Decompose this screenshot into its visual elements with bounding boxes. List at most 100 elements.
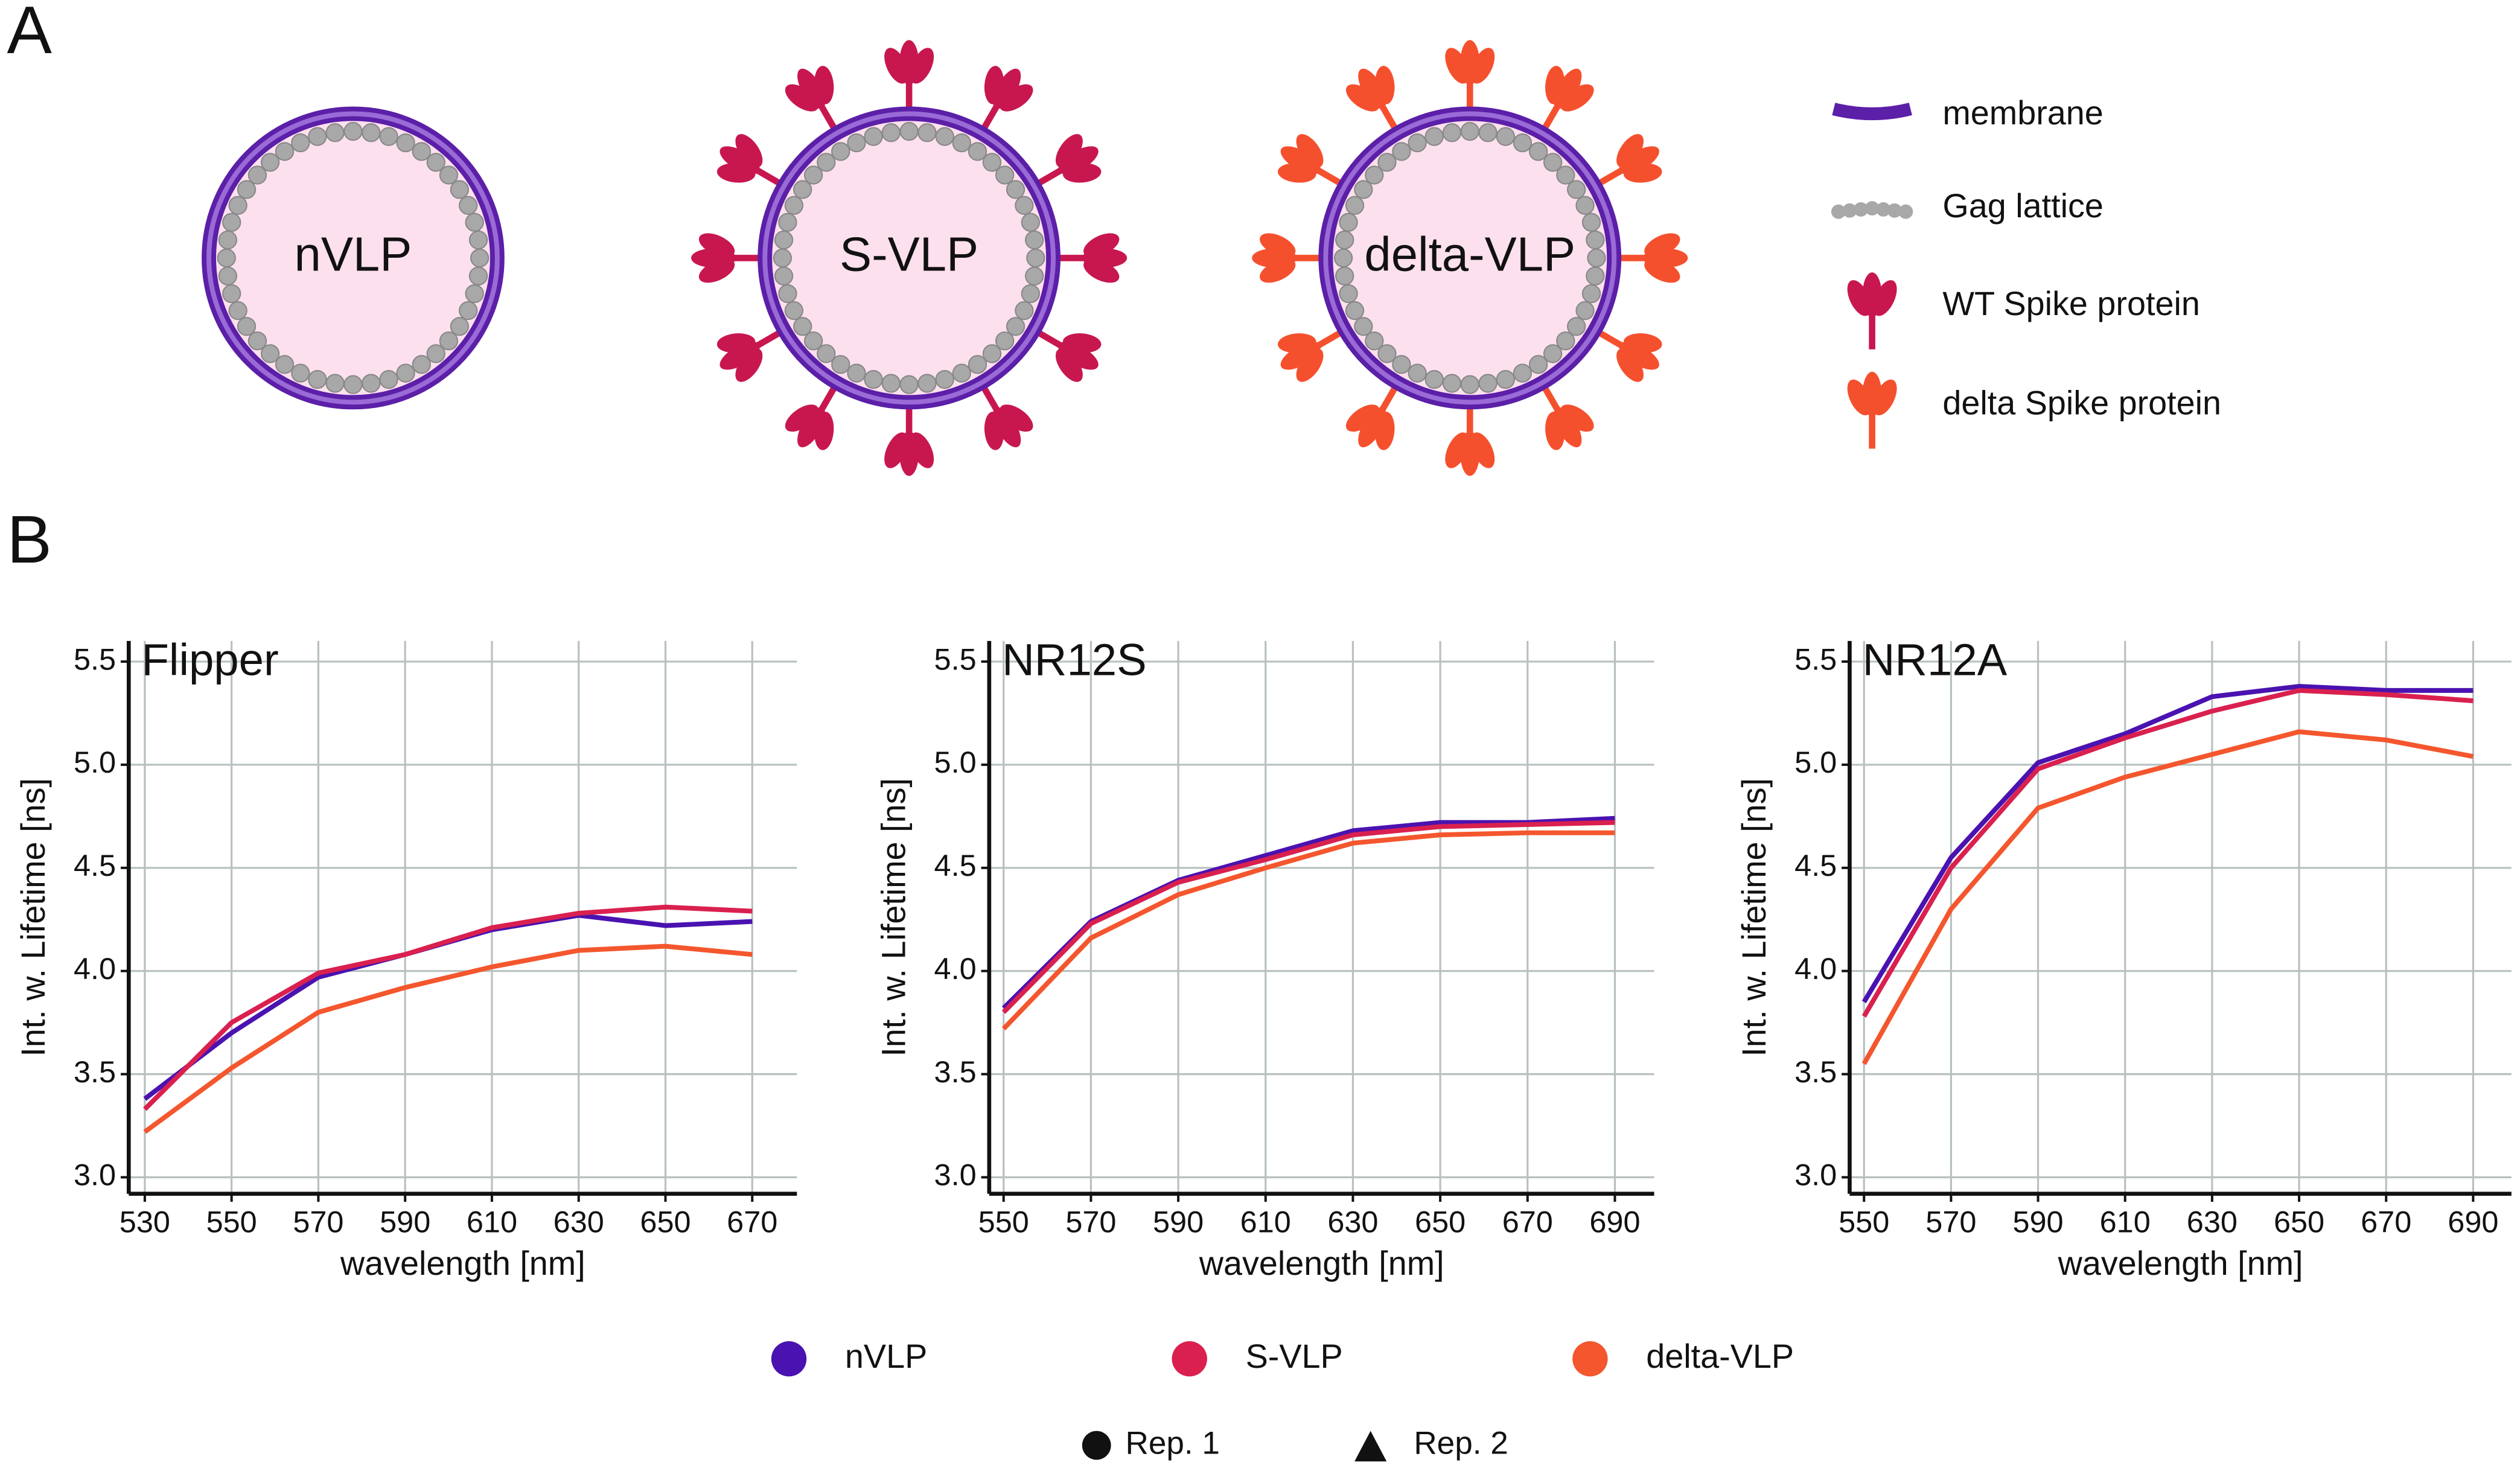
- gag-bead: [1581, 212, 1601, 232]
- legend-label: Rep. 1: [1126, 1426, 1220, 1461]
- spike-lobe: [984, 412, 1004, 450]
- spike-lobe: [1000, 404, 1033, 432]
- gag-bead: [982, 344, 1002, 363]
- gag-bead: [439, 165, 459, 185]
- gag-bead: [803, 165, 823, 185]
- gag-bead: [968, 355, 987, 374]
- series-line: [1861, 729, 2474, 1065]
- x-tick-label: 650: [640, 1205, 691, 1239]
- gag-bead: [1021, 212, 1041, 232]
- spike: [716, 325, 789, 382]
- legend-label: nVLP: [845, 1338, 927, 1375]
- spike-lobe: [1644, 258, 1680, 283]
- spike-lobe: [1055, 134, 1083, 168]
- legend-swatch: [1572, 1341, 1608, 1377]
- spike: [1847, 272, 1897, 349]
- spike-lobe: [910, 48, 934, 84]
- gag-bead: [1586, 266, 1605, 286]
- gag-bead: [817, 344, 836, 363]
- gag-bead: [237, 180, 257, 199]
- spike-lobe: [984, 66, 1004, 104]
- series-line: [1861, 684, 2474, 1003]
- spike-lobe: [1083, 258, 1120, 283]
- gag-bead: [468, 230, 488, 250]
- gag-bead: [412, 355, 431, 374]
- gag-bead: [1408, 363, 1427, 383]
- series-line: [1001, 830, 1615, 1031]
- particle-label: delta-VLP: [1364, 227, 1575, 281]
- gag-bead: [308, 127, 327, 146]
- gag-bead: [1365, 331, 1384, 351]
- gag-bead: [218, 230, 238, 250]
- membrane-inner: [1323, 111, 1617, 405]
- gag-bead: [1377, 153, 1397, 172]
- series-line: [143, 904, 753, 1111]
- gag-bead: [1339, 212, 1358, 232]
- x-tick-label: 650: [2274, 1205, 2324, 1239]
- gag-bead: [864, 127, 883, 146]
- x-tick-label: 690: [1589, 1205, 1640, 1239]
- gag-bead: [1513, 133, 1533, 153]
- gag-bead: [1354, 180, 1373, 199]
- gag-bead: [1575, 196, 1595, 215]
- y-tick-label: 5.5: [74, 642, 116, 676]
- y-axis-label: Int. w. Lifetime [ns]: [875, 778, 913, 1057]
- x-tick-label: 630: [1327, 1205, 1378, 1239]
- y-tick-label: 4.5: [934, 848, 977, 882]
- gag-bead: [899, 375, 919, 394]
- y-axis-label: Int. w. Lifetime [ns]: [1735, 778, 1773, 1057]
- gag-bead: [362, 123, 381, 142]
- chart-title: NR12A: [1863, 635, 2008, 685]
- x-tick-label: 570: [1925, 1205, 1976, 1239]
- x-tick-label: 550: [978, 1205, 1029, 1239]
- gag-bead: [1460, 122, 1479, 141]
- spike: [884, 399, 934, 476]
- y-tick-label: 5.0: [934, 745, 977, 779]
- gag-bead: [343, 375, 363, 394]
- spike-lobe: [1545, 412, 1565, 450]
- gag-bead: [1478, 374, 1498, 393]
- y-tick-label: 4.5: [74, 848, 116, 882]
- spike-lobe: [1296, 348, 1324, 382]
- gag-bead: [847, 363, 866, 383]
- legend-label: WT Spike protein: [1942, 285, 2199, 322]
- gag-bead: [935, 369, 954, 389]
- spike-lobe: [1873, 280, 1897, 316]
- x-tick-label: 610: [2100, 1205, 2151, 1239]
- gag-bead: [247, 165, 267, 185]
- gag-bead: [217, 248, 236, 268]
- gag-bead: [260, 344, 280, 363]
- y-tick-label: 5.5: [934, 642, 977, 676]
- spike: [785, 66, 841, 138]
- spike-lobe: [1000, 84, 1033, 112]
- gag-bead: [1354, 317, 1373, 336]
- y-tick-label: 4.5: [1794, 848, 1837, 882]
- gag-bead: [1335, 230, 1354, 250]
- gag-bead: [995, 165, 1015, 185]
- gag-bead: [412, 142, 431, 161]
- gag-bead: [325, 123, 345, 142]
- gag-bead: [917, 123, 937, 142]
- x-tick-label: 590: [2012, 1205, 2063, 1239]
- y-tick-label: 3.5: [934, 1055, 977, 1089]
- spike-lobe: [1277, 163, 1316, 183]
- spike-lobe: [1560, 84, 1594, 112]
- spike-lobe: [814, 66, 834, 104]
- gag-bead: [1333, 248, 1353, 268]
- gag-bead: [291, 133, 310, 153]
- x-tick-label: 590: [380, 1205, 430, 1239]
- spike-lobe: [785, 84, 819, 112]
- gag-bead: [774, 230, 794, 250]
- gag-bead: [1567, 180, 1586, 199]
- legend-membrane: [1832, 103, 1912, 121]
- spike-lobe: [1470, 48, 1495, 84]
- x-tick-label: 550: [206, 1205, 257, 1239]
- y-tick-label: 3.5: [1794, 1055, 1837, 1089]
- gag-bead: [831, 355, 850, 374]
- gag-bead: [308, 369, 327, 389]
- gag-bead: [1442, 374, 1462, 393]
- y-tick-label: 3.0: [1794, 1158, 1837, 1192]
- legend-bead: [1842, 203, 1857, 218]
- x-tick-label: 630: [2187, 1205, 2238, 1239]
- gag-bead: [465, 284, 484, 304]
